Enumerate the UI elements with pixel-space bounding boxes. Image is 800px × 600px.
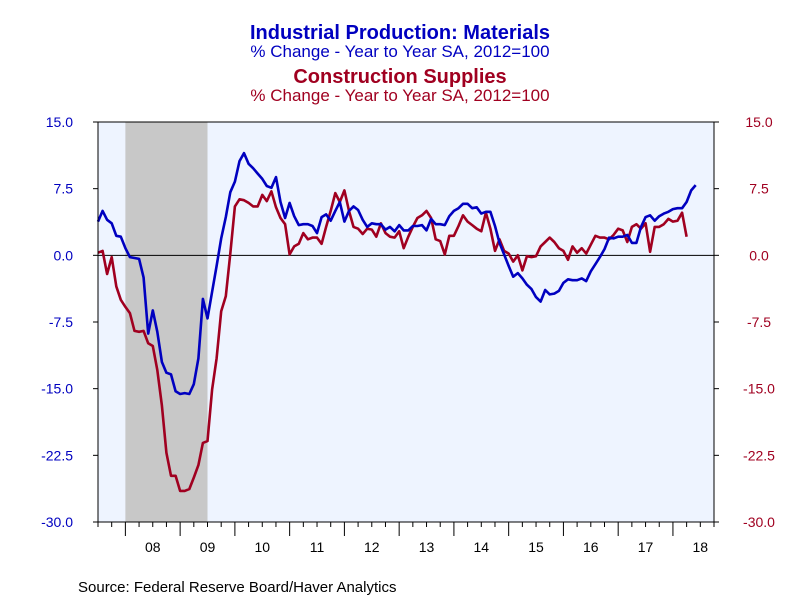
- title-line-2: % Change - Year to Year SA, 2012=100: [250, 42, 549, 61]
- title-line-3: Construction Supplies: [293, 66, 506, 88]
- xtick-label: 08: [145, 539, 161, 555]
- xtick-label: 11: [310, 539, 325, 555]
- title-line-4: % Change - Year to Year SA, 2012=100: [250, 86, 549, 105]
- xtick-label: 13: [419, 539, 435, 555]
- ytick-right-label: -15.0: [743, 381, 775, 397]
- title-line-1: Industrial Production: Materials: [250, 22, 550, 44]
- xtick-label: 16: [583, 539, 599, 555]
- xtick-label: 15: [528, 539, 544, 555]
- ytick-left-label: -22.5: [41, 447, 73, 463]
- xtick-label: 18: [693, 539, 709, 555]
- ytick-left-label: 0.0: [54, 247, 74, 263]
- ytick-left-label: 7.5: [54, 181, 74, 197]
- xtick-label: 17: [638, 539, 654, 555]
- ytick-right-label: 0.0: [749, 247, 769, 263]
- chart-titles: Industrial Production: Materials% Change…: [250, 22, 550, 105]
- series-line-2: [97, 189, 688, 493]
- xtick-label: 14: [473, 539, 489, 555]
- ytick-right-label: -7.5: [747, 314, 771, 330]
- ytick-right-label: 15.0: [745, 114, 772, 130]
- plot-area: 15.0 15.0 7.5 7.5 0.0 0.0 -7.5 -7.5 -15.0 -15.0 -2…: [41, 114, 775, 555]
- ytick-right-label: -30.0: [743, 514, 775, 530]
- ytick-left-label: -30.0: [41, 514, 73, 530]
- xtick-label: 10: [254, 539, 270, 555]
- series-line-1: [96, 151, 697, 396]
- ytick-right-label: -22.5: [743, 447, 775, 463]
- ytick-left-label: -7.5: [49, 314, 73, 330]
- ytick-right-label: 7.5: [749, 181, 769, 197]
- xtick-label: 09: [200, 539, 216, 555]
- ytick-left-label: -15.0: [41, 381, 73, 397]
- recession-band: [125, 122, 208, 522]
- source-note: Source: Federal Reserve Board/Haver Anal…: [78, 579, 396, 596]
- xtick-label: 12: [364, 539, 380, 555]
- ytick-left-label: 15.0: [46, 114, 73, 130]
